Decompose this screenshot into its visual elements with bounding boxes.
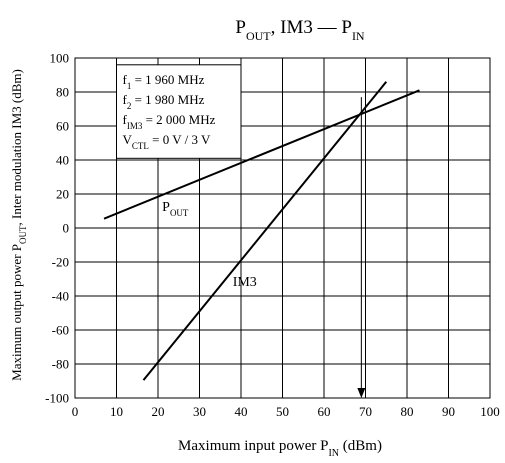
- series-lines: [103, 81, 420, 381]
- x-tick-label: 70: [359, 404, 372, 419]
- series-label-im3: IM3: [233, 275, 257, 290]
- arrow-head: [357, 388, 366, 398]
- y-tick-label: 100: [50, 51, 70, 66]
- plot-frame: [74, 57, 491, 399]
- y-tick-label: 20: [56, 187, 69, 202]
- x-tick-label: 90: [442, 404, 455, 419]
- x-axis-label: Maximum input power PIN (dBm): [178, 438, 382, 459]
- y-tick-label: -20: [52, 255, 69, 270]
- y-tick-label: -40: [52, 289, 69, 304]
- x-tick-label: 100: [480, 404, 500, 419]
- condition-vctl: VCTL = 0 V / 3 V: [123, 132, 212, 151]
- annotation-arrow: [357, 97, 366, 398]
- x-tick-label: 20: [152, 404, 165, 419]
- conditions-box: f1 = 1 960 MHz f2 = 1 980 MHz fIM3 = 2 0…: [116, 64, 242, 159]
- x-tick-label: 60: [318, 404, 331, 419]
- y-tick-label: 0: [63, 221, 70, 236]
- y-tick-label: -80: [52, 357, 69, 372]
- conditions-box-frame: [116, 64, 242, 159]
- series-line-im3: [142, 81, 388, 381]
- y-tick-label: 60: [56, 119, 69, 134]
- series-label-pout: POUT: [162, 200, 189, 218]
- x-tick-label: 50: [276, 404, 289, 419]
- axis-ticks: 0 10 20 30 40 50 60 70 80 90 100 100 80 60 40 20 0 -20 -40…: [45, 51, 500, 420]
- chart-title-sub1: OUT: [246, 29, 271, 43]
- condition-fim3: fIM3 = 2 000 MHz: [123, 112, 216, 131]
- x-tick-label: 40: [235, 404, 248, 419]
- x-tick-label: 30: [193, 404, 206, 419]
- y-axis-label: Maximum output power POUT, Inter modulat…: [9, 69, 28, 381]
- chart-title-sub2: IN: [352, 29, 365, 43]
- x-tick-label: 0: [72, 404, 79, 419]
- x-tick-label: 80: [401, 404, 414, 419]
- y-tick-label: -100: [45, 391, 69, 406]
- chart-title: POUT, IM3 — PIN: [235, 17, 365, 43]
- series-line-pout: [103, 89, 420, 220]
- condition-f2: f2 = 1 980 MHz: [123, 92, 205, 111]
- y-tick-label: 40: [56, 153, 69, 168]
- y-tick-label: -60: [52, 323, 69, 338]
- condition-f1: f1 = 1 960 MHz: [123, 72, 205, 91]
- y-tick-label: 80: [56, 85, 69, 100]
- x-tick-label: 10: [110, 404, 123, 419]
